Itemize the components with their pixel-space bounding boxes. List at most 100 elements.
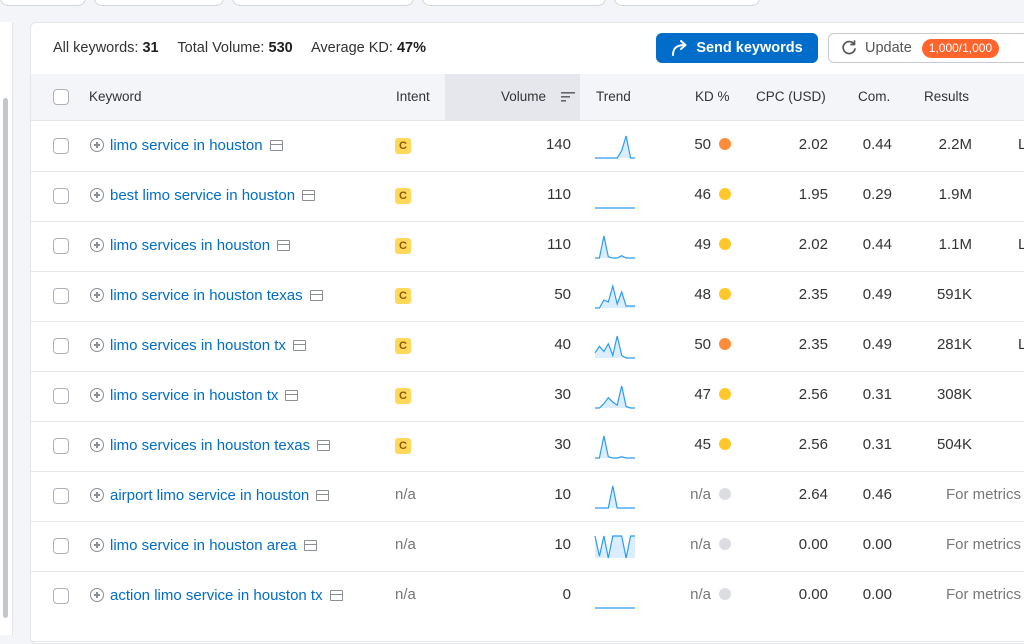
row-checkbox[interactable] — [53, 288, 69, 304]
row-checkbox[interactable] — [53, 438, 69, 454]
row-checkbox[interactable] — [53, 538, 69, 554]
serp-features-icon[interactable] — [317, 440, 331, 451]
filter-pill[interactable] — [0, 0, 86, 6]
keyword-link[interactable]: limo service in houston — [110, 135, 283, 157]
volume-value: 0 — [562, 586, 571, 603]
keyword-link[interactable]: limo service in houston texas — [110, 285, 323, 307]
trend-line — [595, 435, 635, 459]
kd-value: 48 — [694, 286, 711, 303]
kd-difficulty-dot — [719, 538, 731, 550]
row-checkbox[interactable] — [53, 588, 69, 604]
keyword-link[interactable]: action limo service in houston tx — [110, 585, 350, 607]
filter-pill[interactable] — [94, 0, 224, 6]
keyword-link[interactable]: limo services in houston texas — [110, 435, 331, 457]
intent-badge[interactable]: C — [395, 388, 411, 404]
intent-badge[interactable]: C — [395, 288, 411, 304]
add-keyword-icon[interactable] — [90, 588, 104, 602]
row-checkbox[interactable] — [53, 488, 69, 504]
scrollbar[interactable] — [3, 98, 8, 618]
filter-pill[interactable] — [614, 0, 760, 6]
serp-features-icon[interactable] — [277, 240, 291, 251]
row-checkbox[interactable] — [53, 338, 69, 354]
add-keyword-icon[interactable] — [90, 188, 104, 202]
keyword-link[interactable]: airport limo service in houston — [110, 485, 330, 507]
kd-difficulty-dot — [719, 138, 731, 150]
kd-cell: 46 — [694, 186, 731, 203]
serp-features-icon[interactable] — [285, 390, 299, 401]
trend-sparkline — [595, 607, 635, 609]
keyword-cell: limo service in houston tx — [90, 385, 299, 407]
trend-sparkline — [595, 485, 635, 509]
keyword-link[interactable]: best limo service in houston — [110, 185, 316, 207]
serp-features-icon[interactable] — [316, 490, 330, 501]
kd-value: 45 — [694, 436, 711, 453]
filter-pill[interactable] — [422, 0, 606, 6]
table-row[interactable]: airport limo service in houston n/a 10 n… — [31, 471, 1024, 522]
intent-badge[interactable]: C — [395, 338, 411, 354]
kd-cell: 45 — [694, 436, 731, 453]
row-checkbox[interactable] — [53, 138, 69, 154]
serp-features-icon[interactable] — [329, 590, 343, 601]
trend-sparkline — [594, 535, 635, 559]
filter-pill[interactable] — [232, 0, 414, 6]
table-row[interactable]: action limo service in houston tx n/a 0 … — [31, 571, 1024, 642]
table-row[interactable]: limo services in houston C 110 49 2.02 0… — [31, 221, 1024, 272]
row-checkbox[interactable] — [53, 188, 69, 204]
trend-area — [595, 536, 635, 558]
keyword-link[interactable]: limo service in houston area — [110, 535, 317, 557]
intent-badge[interactable]: C — [395, 238, 411, 254]
table-row[interactable]: limo services in houston tx C 40 50 2.35… — [31, 321, 1024, 372]
add-keyword-icon[interactable] — [90, 388, 104, 402]
row-checkbox[interactable] — [53, 388, 69, 404]
send-keywords-button[interactable]: Send keywords — [656, 33, 818, 63]
intent-value: n/a — [395, 536, 416, 553]
column-cpc[interactable]: CPC (USD) — [756, 89, 826, 104]
add-keyword-icon[interactable] — [90, 338, 104, 352]
add-keyword-icon[interactable] — [90, 288, 104, 302]
column-results[interactable]: Results — [924, 89, 970, 104]
kd-value: 46 — [694, 186, 711, 203]
update-button[interactable]: Update 1,000/1,000 — [828, 33, 1024, 63]
table-row[interactable]: limo service in houston area n/a 10 n/a … — [31, 521, 1024, 572]
intent-badge[interactable]: C — [395, 188, 411, 204]
intent-badge[interactable]: C — [395, 138, 411, 154]
column-intent[interactable]: Intent — [396, 89, 430, 104]
add-keyword-icon[interactable] — [90, 538, 104, 552]
truncated-column-value: L — [1018, 236, 1024, 253]
row-checkbox[interactable] — [53, 238, 69, 254]
table-row[interactable]: limo service in houston tx C 30 47 2.56 … — [31, 371, 1024, 422]
column-com[interactable]: Com. — [858, 89, 891, 104]
table-row[interactable]: best limo service in houston C 110 46 1.… — [31, 171, 1024, 222]
column-keyword[interactable]: Keyword — [89, 89, 142, 104]
truncated-column-value: L — [1018, 136, 1024, 153]
serp-features-icon[interactable] — [269, 140, 283, 151]
add-keyword-icon[interactable] — [90, 138, 104, 152]
keyword-link[interactable]: limo services in houston tx — [110, 335, 306, 357]
add-keyword-icon[interactable] — [90, 238, 104, 252]
keyword-cell: limo services in houston tx — [90, 335, 306, 357]
column-trend: Trend — [596, 89, 631, 104]
table-row[interactable]: limo services in houston texas C 30 45 2… — [31, 421, 1024, 472]
kd-value: n/a — [690, 586, 711, 603]
column-volume[interactable]: Volume — [445, 74, 580, 120]
serp-features-icon[interactable] — [302, 190, 316, 201]
com-value: 0.29 — [862, 186, 892, 203]
table-row[interactable]: limo service in houston C 140 50 2.02 0.… — [31, 121, 1024, 172]
intent-badge[interactable]: C — [395, 438, 411, 454]
serp-features-icon[interactable] — [303, 540, 317, 551]
select-all-checkbox[interactable] — [53, 89, 69, 105]
serp-features-icon[interactable] — [309, 290, 323, 301]
kd-value: 50 — [694, 336, 711, 353]
com-value: 0.00 — [862, 536, 892, 553]
add-keyword-icon[interactable] — [90, 438, 104, 452]
keyword-link[interactable]: limo service in houston tx — [110, 385, 299, 407]
intent-value: n/a — [395, 486, 416, 503]
keyword-link[interactable]: limo services in houston — [110, 235, 291, 257]
results-value: 2.2M — [938, 136, 972, 153]
table-row[interactable]: limo service in houston texas C 50 48 2.… — [31, 271, 1024, 322]
cpc-value: 2.35 — [798, 286, 828, 303]
column-kd[interactable]: KD % — [695, 89, 730, 104]
add-keyword-icon[interactable] — [90, 488, 104, 502]
trend-line — [595, 485, 635, 509]
serp-features-icon[interactable] — [292, 340, 306, 351]
